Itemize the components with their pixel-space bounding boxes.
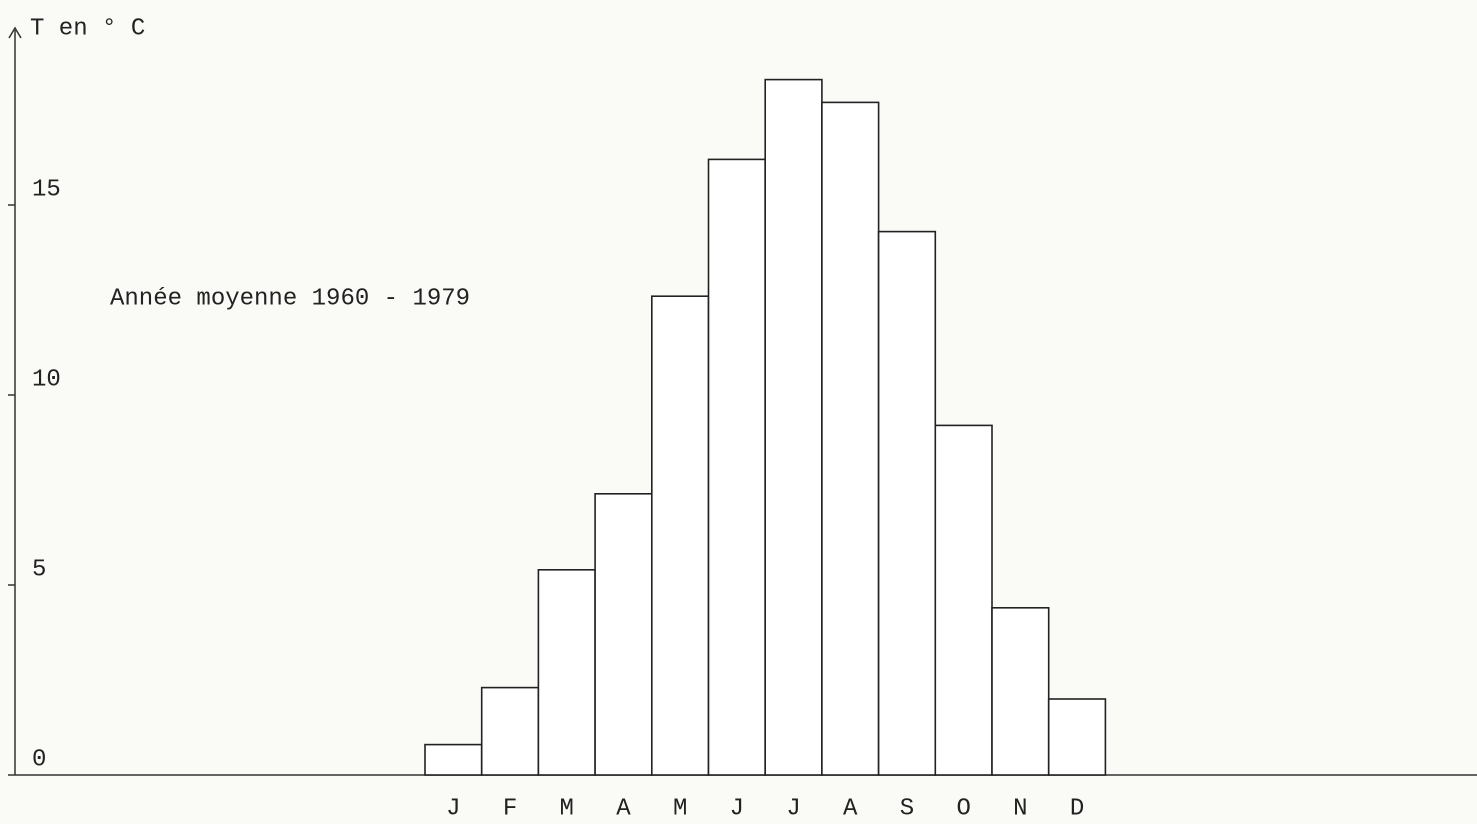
y-tick-label: 15 xyxy=(32,176,61,203)
y-tick-label: 0 xyxy=(32,746,46,773)
bar xyxy=(650,295,710,776)
bar xyxy=(424,743,483,776)
x-tick-label: N xyxy=(1013,795,1027,822)
bar xyxy=(934,424,993,776)
x-tick-label: S xyxy=(900,795,914,822)
x-tick-label: A xyxy=(843,795,858,822)
bar xyxy=(594,492,653,776)
x-tick-label: D xyxy=(1070,795,1084,822)
x-tick-label: J xyxy=(446,795,460,822)
x-tick-label: M xyxy=(673,795,687,822)
bar xyxy=(764,78,823,776)
y-axis-arrow xyxy=(8,26,22,39)
x-tick-label: J xyxy=(730,795,744,822)
annotation: Année moyenne 1960 - 1979 xyxy=(110,285,470,312)
bar xyxy=(537,568,596,776)
x-tick-label: F xyxy=(503,795,517,822)
bar xyxy=(877,230,937,776)
x-tick-label: O xyxy=(956,795,970,822)
x-tick-label: M xyxy=(560,795,574,822)
bar xyxy=(707,158,767,776)
y-tick-label: 10 xyxy=(32,366,61,393)
y-tick-label: 5 xyxy=(32,556,46,583)
x-tick-label: A xyxy=(616,795,631,822)
bar xyxy=(480,686,540,776)
y-axis-label: T en ° C xyxy=(30,15,145,42)
bar xyxy=(991,606,1050,776)
bar xyxy=(1047,698,1107,776)
bar xyxy=(821,101,880,776)
x-tick-label: J xyxy=(786,795,800,822)
